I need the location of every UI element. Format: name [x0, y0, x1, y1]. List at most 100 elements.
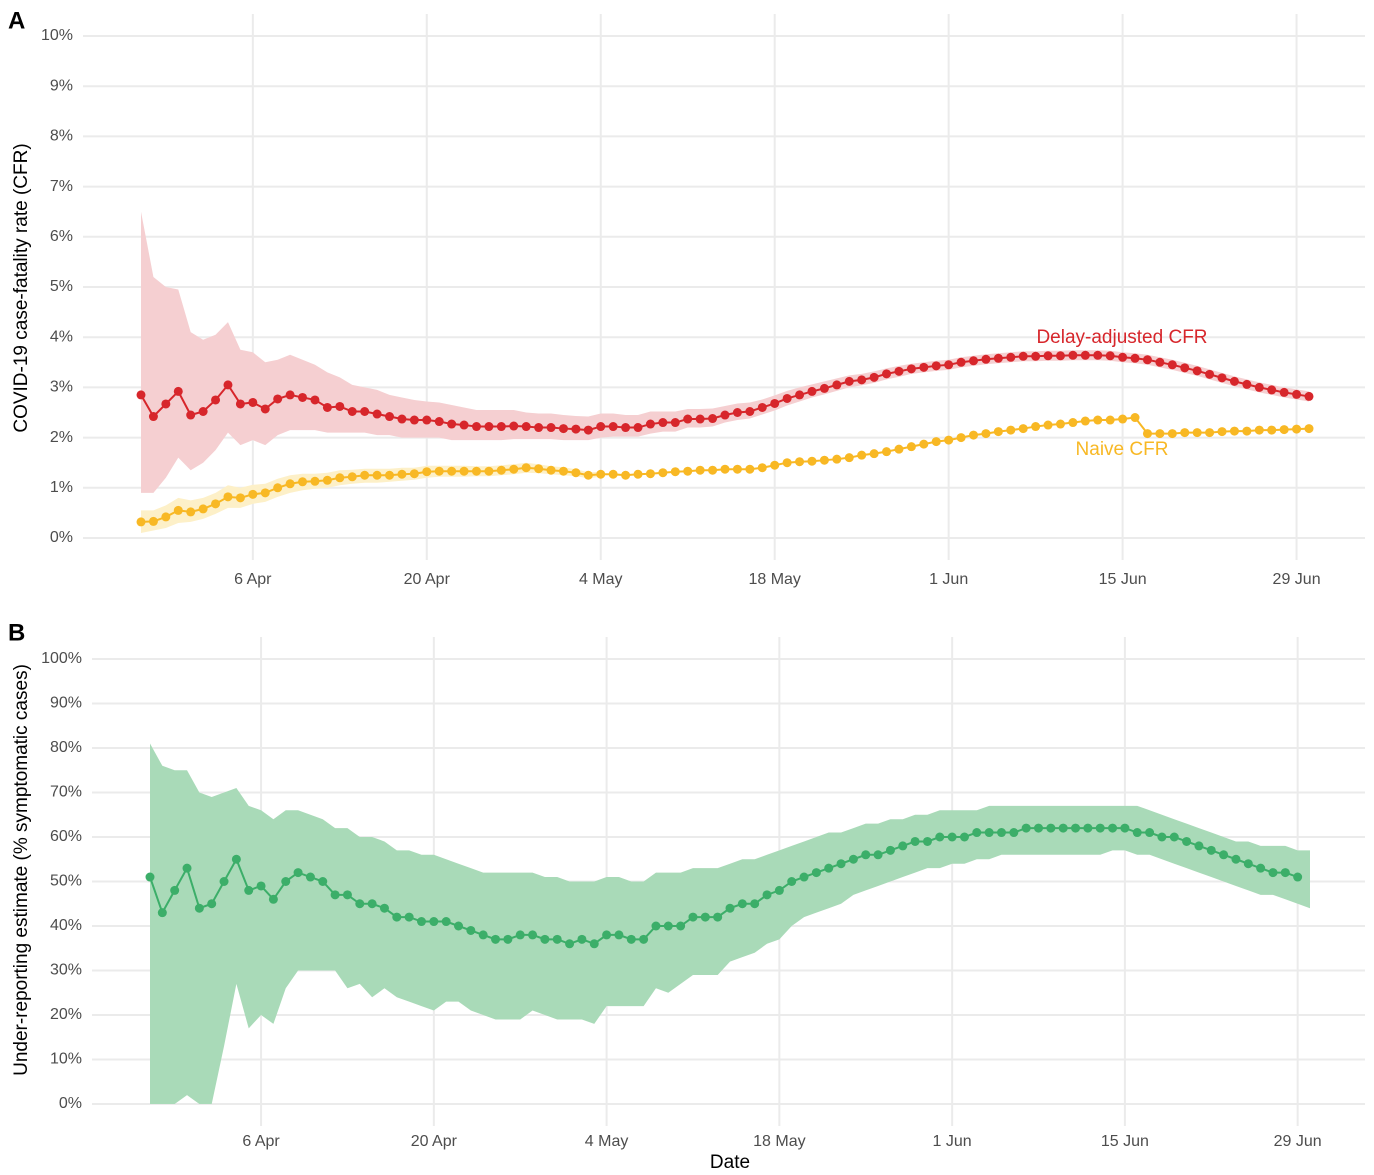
data-point — [330, 890, 340, 900]
data-point — [910, 836, 920, 846]
data-point — [725, 903, 735, 913]
data-point — [1034, 823, 1044, 833]
data-point — [645, 469, 655, 479]
data-point — [1180, 428, 1190, 438]
data-point — [807, 456, 817, 466]
series-label: Naive CFR — [1076, 439, 1169, 460]
data-point — [335, 473, 345, 483]
data-point — [1083, 823, 1093, 833]
data-point — [1046, 823, 1056, 833]
x-tick-label: 29 Jun — [1274, 1133, 1322, 1150]
data-point — [1231, 854, 1241, 864]
y-tick-label: 80% — [50, 739, 82, 756]
data-point — [285, 390, 295, 400]
y-tick-label: 7% — [50, 178, 73, 195]
data-point — [996, 828, 1006, 838]
data-point — [621, 423, 631, 433]
data-point — [1243, 859, 1253, 869]
data-point — [658, 468, 668, 478]
x-tick-label: 4 May — [579, 571, 623, 588]
data-point — [861, 850, 871, 860]
data-point — [1242, 379, 1252, 389]
data-point — [459, 466, 469, 476]
data-point — [515, 930, 525, 940]
data-point — [811, 868, 821, 878]
data-point — [1080, 416, 1090, 426]
x-tick-label: 15 Jun — [1099, 571, 1147, 588]
data-point — [1292, 424, 1302, 434]
data-point — [898, 841, 908, 851]
data-point — [670, 467, 680, 477]
data-point — [583, 470, 593, 480]
data-point — [1080, 350, 1090, 360]
y-axis-title: Under-reporting estimate (% symptomatic … — [11, 664, 32, 1076]
data-point — [235, 399, 245, 409]
data-point — [869, 372, 879, 382]
data-point — [969, 356, 979, 366]
data-point — [355, 899, 365, 909]
x-tick-label: 6 Apr — [234, 571, 272, 588]
data-point — [844, 453, 854, 463]
data-point — [1279, 425, 1289, 435]
y-tick-label: 70% — [50, 784, 82, 801]
data-point — [1279, 387, 1289, 397]
panel-label: B — [8, 619, 25, 646]
data-point — [372, 409, 382, 419]
data-point — [700, 912, 710, 922]
y-tick-label: 90% — [50, 695, 82, 712]
data-point — [1071, 823, 1081, 833]
series-label: Delay-adjusted CFR — [1036, 327, 1207, 348]
data-point — [231, 854, 241, 864]
data-point — [248, 397, 258, 407]
data-point — [285, 479, 295, 489]
panel-label: A — [8, 7, 25, 34]
data-point — [484, 466, 494, 476]
data-point — [145, 872, 155, 882]
data-point — [260, 488, 270, 498]
data-point — [935, 832, 945, 842]
data-point — [757, 463, 767, 473]
data-point — [807, 386, 817, 396]
data-point — [416, 917, 426, 927]
data-point — [819, 455, 829, 465]
data-point — [1267, 425, 1277, 435]
y-tick-label: 3% — [50, 379, 73, 396]
data-point — [434, 466, 444, 476]
data-point — [260, 404, 270, 414]
data-point — [695, 414, 705, 424]
data-point — [956, 357, 966, 367]
data-point — [1009, 828, 1019, 838]
data-point — [471, 422, 481, 432]
data-point — [596, 469, 606, 479]
data-point — [1254, 425, 1264, 435]
data-point — [392, 912, 402, 922]
data-point — [397, 414, 407, 424]
data-point — [1105, 415, 1115, 425]
data-point — [787, 877, 797, 886]
data-point — [509, 464, 519, 474]
data-point — [219, 877, 229, 886]
data-point — [198, 406, 208, 416]
x-axis-title: Date — [710, 1152, 750, 1173]
data-point — [1192, 428, 1202, 438]
data-point — [1055, 351, 1065, 361]
data-point — [534, 423, 544, 433]
data-point — [602, 930, 612, 940]
data-point — [832, 454, 842, 464]
data-point — [1292, 389, 1302, 399]
data-point — [372, 470, 382, 480]
data-point — [347, 406, 357, 416]
data-point — [633, 469, 643, 479]
data-point — [1055, 419, 1065, 429]
data-point — [136, 517, 146, 527]
y-tick-label: 1% — [50, 479, 73, 496]
data-point — [322, 402, 332, 412]
y-tick-label: 30% — [50, 962, 82, 979]
data-point — [1006, 352, 1016, 362]
data-point — [1280, 868, 1290, 878]
data-point — [947, 832, 957, 842]
data-point — [534, 464, 544, 474]
data-point — [429, 917, 439, 927]
data-point — [857, 450, 867, 460]
series-line — [149, 827, 1298, 945]
